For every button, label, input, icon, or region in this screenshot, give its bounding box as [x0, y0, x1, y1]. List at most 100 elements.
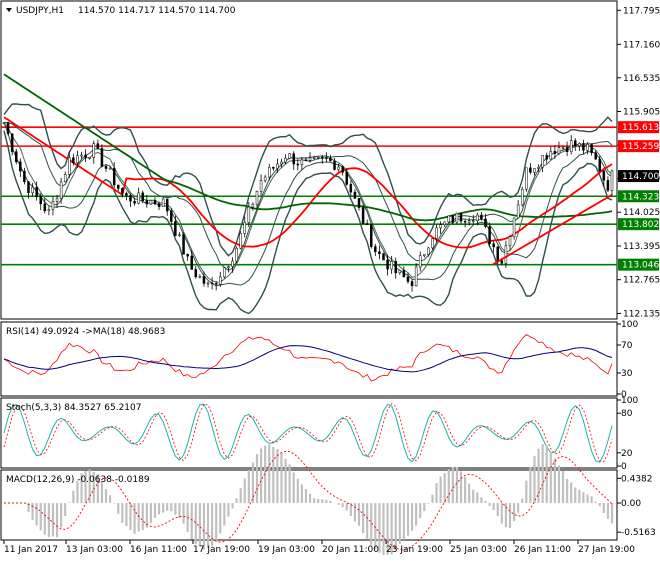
dropdown-arrow-icon[interactable]	[6, 8, 12, 12]
candle-body	[202, 276, 206, 284]
candle-body	[414, 266, 418, 286]
candle-body	[59, 181, 63, 199]
candle-body	[153, 200, 157, 205]
candle-body	[88, 157, 91, 159]
candle-body	[451, 215, 455, 223]
bollinger-upper	[3, 103, 613, 257]
candle-body	[394, 261, 397, 274]
price-axis: 117.795117.160116.535115.905115.275114.6…	[617, 6, 660, 319]
time-tick-label: 23 Jan 19:00	[386, 545, 443, 555]
time-tick-label: 16 Jan 11:00	[130, 545, 187, 555]
candle-body	[129, 195, 132, 202]
candle-body	[190, 255, 193, 270]
candle-body	[214, 283, 218, 285]
candle-body	[72, 157, 75, 164]
candle-body	[590, 144, 593, 153]
price-tick-label: 117.795	[623, 6, 660, 16]
candle-body	[251, 203, 255, 208]
trend-line[interactable]	[492, 194, 613, 266]
candle-body	[112, 167, 116, 186]
candle-body	[472, 220, 475, 222]
candle-body	[133, 200, 136, 204]
candle-body	[561, 147, 565, 149]
rsi-plot	[3, 333, 613, 382]
candle-body	[467, 220, 471, 223]
level-tag-label: 115.259	[622, 142, 659, 152]
candle-body	[186, 254, 189, 257]
candle-body	[333, 160, 336, 170]
level-tags: 115.613 115.259 114.323 113.802 113.046 114.7…	[618, 121, 659, 271]
ohlc-values: 114.570 114.717 114.570 114.700	[78, 6, 236, 16]
level-tag-label: 113.802	[622, 220, 659, 230]
stoch-tick-label: 20	[621, 449, 633, 459]
candle-body	[390, 261, 393, 270]
candle-body	[14, 151, 18, 163]
candle-body	[492, 243, 495, 248]
time-tick-label: 13 Jan 03:00	[66, 545, 123, 555]
candle-body	[349, 184, 353, 193]
candle-body	[459, 213, 463, 222]
candle-body	[447, 215, 451, 223]
candle-body	[55, 198, 59, 202]
candle-body	[19, 161, 22, 172]
candle-body	[108, 167, 112, 170]
time-tick-label: 25 Jan 03:00	[450, 545, 507, 555]
candle-body	[500, 260, 504, 264]
symbol-label: USDJPY,H1	[16, 6, 64, 16]
candle-body	[121, 188, 124, 194]
macd-tick-label: -0.5163	[621, 528, 656, 538]
level-tag	[618, 140, 659, 153]
candle-body	[31, 186, 34, 193]
candle-body	[182, 234, 185, 255]
candle-body	[520, 188, 524, 206]
candle-body	[337, 166, 340, 170]
macd-label: MACD(12,26,9) -0.0638 -0.0189	[6, 475, 150, 485]
candle-body	[398, 269, 402, 274]
price-tick-label: 112.765	[623, 276, 660, 286]
candle-body	[39, 196, 42, 205]
stoch-tick-label: 0	[621, 462, 627, 472]
candle-body	[594, 152, 597, 160]
level-tag	[618, 190, 659, 203]
candle-body	[480, 214, 483, 220]
ma-short	[3, 122, 613, 283]
candle-body	[223, 267, 226, 278]
time-tick-label: 27 Jan 19:00	[578, 545, 635, 555]
candle-body	[537, 166, 540, 169]
candle-body	[239, 233, 242, 249]
bollinger-lower	[3, 130, 613, 315]
macd-plot	[4, 444, 614, 556]
candle-body	[259, 180, 263, 192]
candle-body	[68, 157, 71, 175]
candle-body	[504, 245, 508, 264]
rsi-tick-label: 0	[621, 390, 627, 400]
candle-body	[316, 156, 320, 159]
candle-body	[100, 148, 104, 167]
rsi-tick-label: 100	[621, 320, 638, 330]
candle-body	[488, 226, 491, 244]
candle-body	[553, 151, 557, 154]
candle-body	[549, 151, 553, 160]
candle-body	[255, 191, 259, 205]
candle-body	[427, 247, 430, 255]
candle-body	[598, 158, 602, 171]
candle-body	[10, 133, 14, 152]
candle-body	[284, 158, 287, 163]
candle-body	[610, 170, 614, 191]
stoch-tick-label: 100	[621, 396, 638, 406]
candle-body	[423, 254, 426, 257]
candle-body	[219, 276, 222, 285]
candle-body	[210, 282, 214, 285]
stoch-pane[interactable]	[0, 397, 618, 469]
candle-body	[443, 221, 446, 225]
candle-body	[288, 153, 291, 159]
rsi-axis: 100 70 30 0	[617, 320, 638, 400]
price-tick-label: 113.395	[623, 242, 660, 252]
candle-body	[439, 224, 442, 229]
candle-body	[178, 234, 181, 236]
stoch-label: Stoch(5,3,3) 84.3527 65.2107	[6, 403, 141, 413]
candle-body	[137, 192, 140, 204]
candle-body	[247, 206, 251, 223]
candle-body	[157, 203, 161, 207]
